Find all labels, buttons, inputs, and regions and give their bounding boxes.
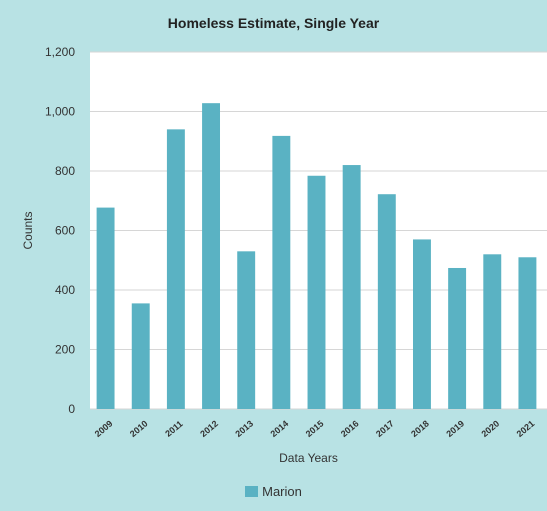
bar-2015	[307, 175, 326, 409]
bar-2017	[377, 194, 396, 409]
x-tick-label: 2018	[409, 418, 431, 439]
y-tick-label: 800	[55, 164, 75, 178]
bar-2009	[96, 207, 115, 409]
bar-2018	[412, 239, 431, 409]
y-axis-label: Counts	[21, 211, 35, 249]
bar-2014	[272, 135, 291, 409]
bar-2019	[448, 267, 467, 409]
x-tick-label: 2019	[444, 418, 466, 439]
x-tick-label: 2014	[269, 418, 291, 439]
bar-2010	[131, 303, 150, 409]
y-tick-label: 1,200	[45, 45, 75, 59]
x-tick-label: 2011	[163, 419, 184, 439]
x-tick-label: 2012	[198, 418, 220, 439]
y-axis-ticks: 0 200 400 600 800 1,000 1,200	[45, 45, 75, 416]
bar-2013	[237, 251, 256, 409]
legend-label: Marion	[262, 484, 302, 499]
x-tick-label: 2009	[93, 418, 115, 439]
bar-2021	[518, 257, 537, 409]
x-tick-label: 2017	[374, 418, 396, 439]
x-tick-label: 2010	[128, 418, 150, 439]
x-tick-label: 2020	[479, 418, 501, 439]
y-tick-label: 0	[68, 402, 75, 416]
x-axis-ticks: 2009 2010 2011 2012 2013 2014 2015 2016 2017 2018…	[93, 418, 537, 439]
legend: Marion	[0, 484, 547, 499]
x-tick-label: 2021	[515, 418, 537, 439]
bars	[96, 103, 537, 410]
y-tick-label: 400	[55, 283, 75, 297]
bar-2012	[202, 103, 221, 410]
x-tick-label: 2013	[233, 418, 255, 439]
x-tick-label: 2015	[304, 418, 326, 439]
bar-2020	[483, 254, 502, 409]
y-tick-label: 1,000	[45, 105, 75, 119]
x-tick-label: 2016	[339, 418, 361, 439]
chart-title: Homeless Estimate, Single Year	[167, 15, 380, 31]
legend-swatch	[245, 486, 259, 497]
bar-2011	[166, 129, 185, 409]
bar-2016	[342, 165, 361, 409]
y-tick-label: 200	[55, 343, 75, 357]
y-tick-label: 600	[55, 224, 75, 238]
x-axis-label: Data Years	[279, 451, 338, 465]
